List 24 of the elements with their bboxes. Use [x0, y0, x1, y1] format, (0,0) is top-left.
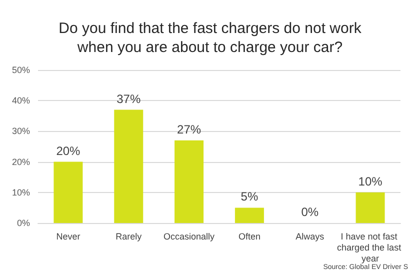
data-label: 20% — [56, 144, 81, 158]
x-tick-label: Never — [56, 232, 80, 242]
data-label: 37% — [116, 92, 141, 106]
x-tick-label: Rarely — [116, 232, 142, 242]
bar — [114, 110, 144, 223]
x-tick-label: Often — [238, 232, 260, 242]
x-tick-label: I have not fast charged the last year — [337, 232, 404, 264]
x-tick-label: Always — [296, 232, 325, 242]
chart-title: Do you find that the fast chargers do not work when you are about to charge your car? — [58, 20, 362, 56]
bar — [174, 140, 204, 223]
y-tick-label: 20% — [12, 156, 30, 167]
data-label: 0% — [301, 205, 319, 219]
y-tick-label: 40% — [12, 96, 30, 106]
y-tick-label: 50% — [12, 65, 30, 75]
x-tick-label: Occasionally — [164, 232, 216, 242]
bar — [234, 208, 264, 223]
y-tick-label: 10% — [12, 187, 30, 198]
y-tick-label: 0% — [16, 218, 30, 228]
bar — [356, 192, 385, 223]
bar — [54, 162, 83, 223]
data-label: 5% — [240, 190, 258, 204]
data-label: 27% — [177, 122, 202, 136]
data-label: 10% — [358, 174, 383, 188]
y-tick-label: 30% — [12, 126, 30, 136]
